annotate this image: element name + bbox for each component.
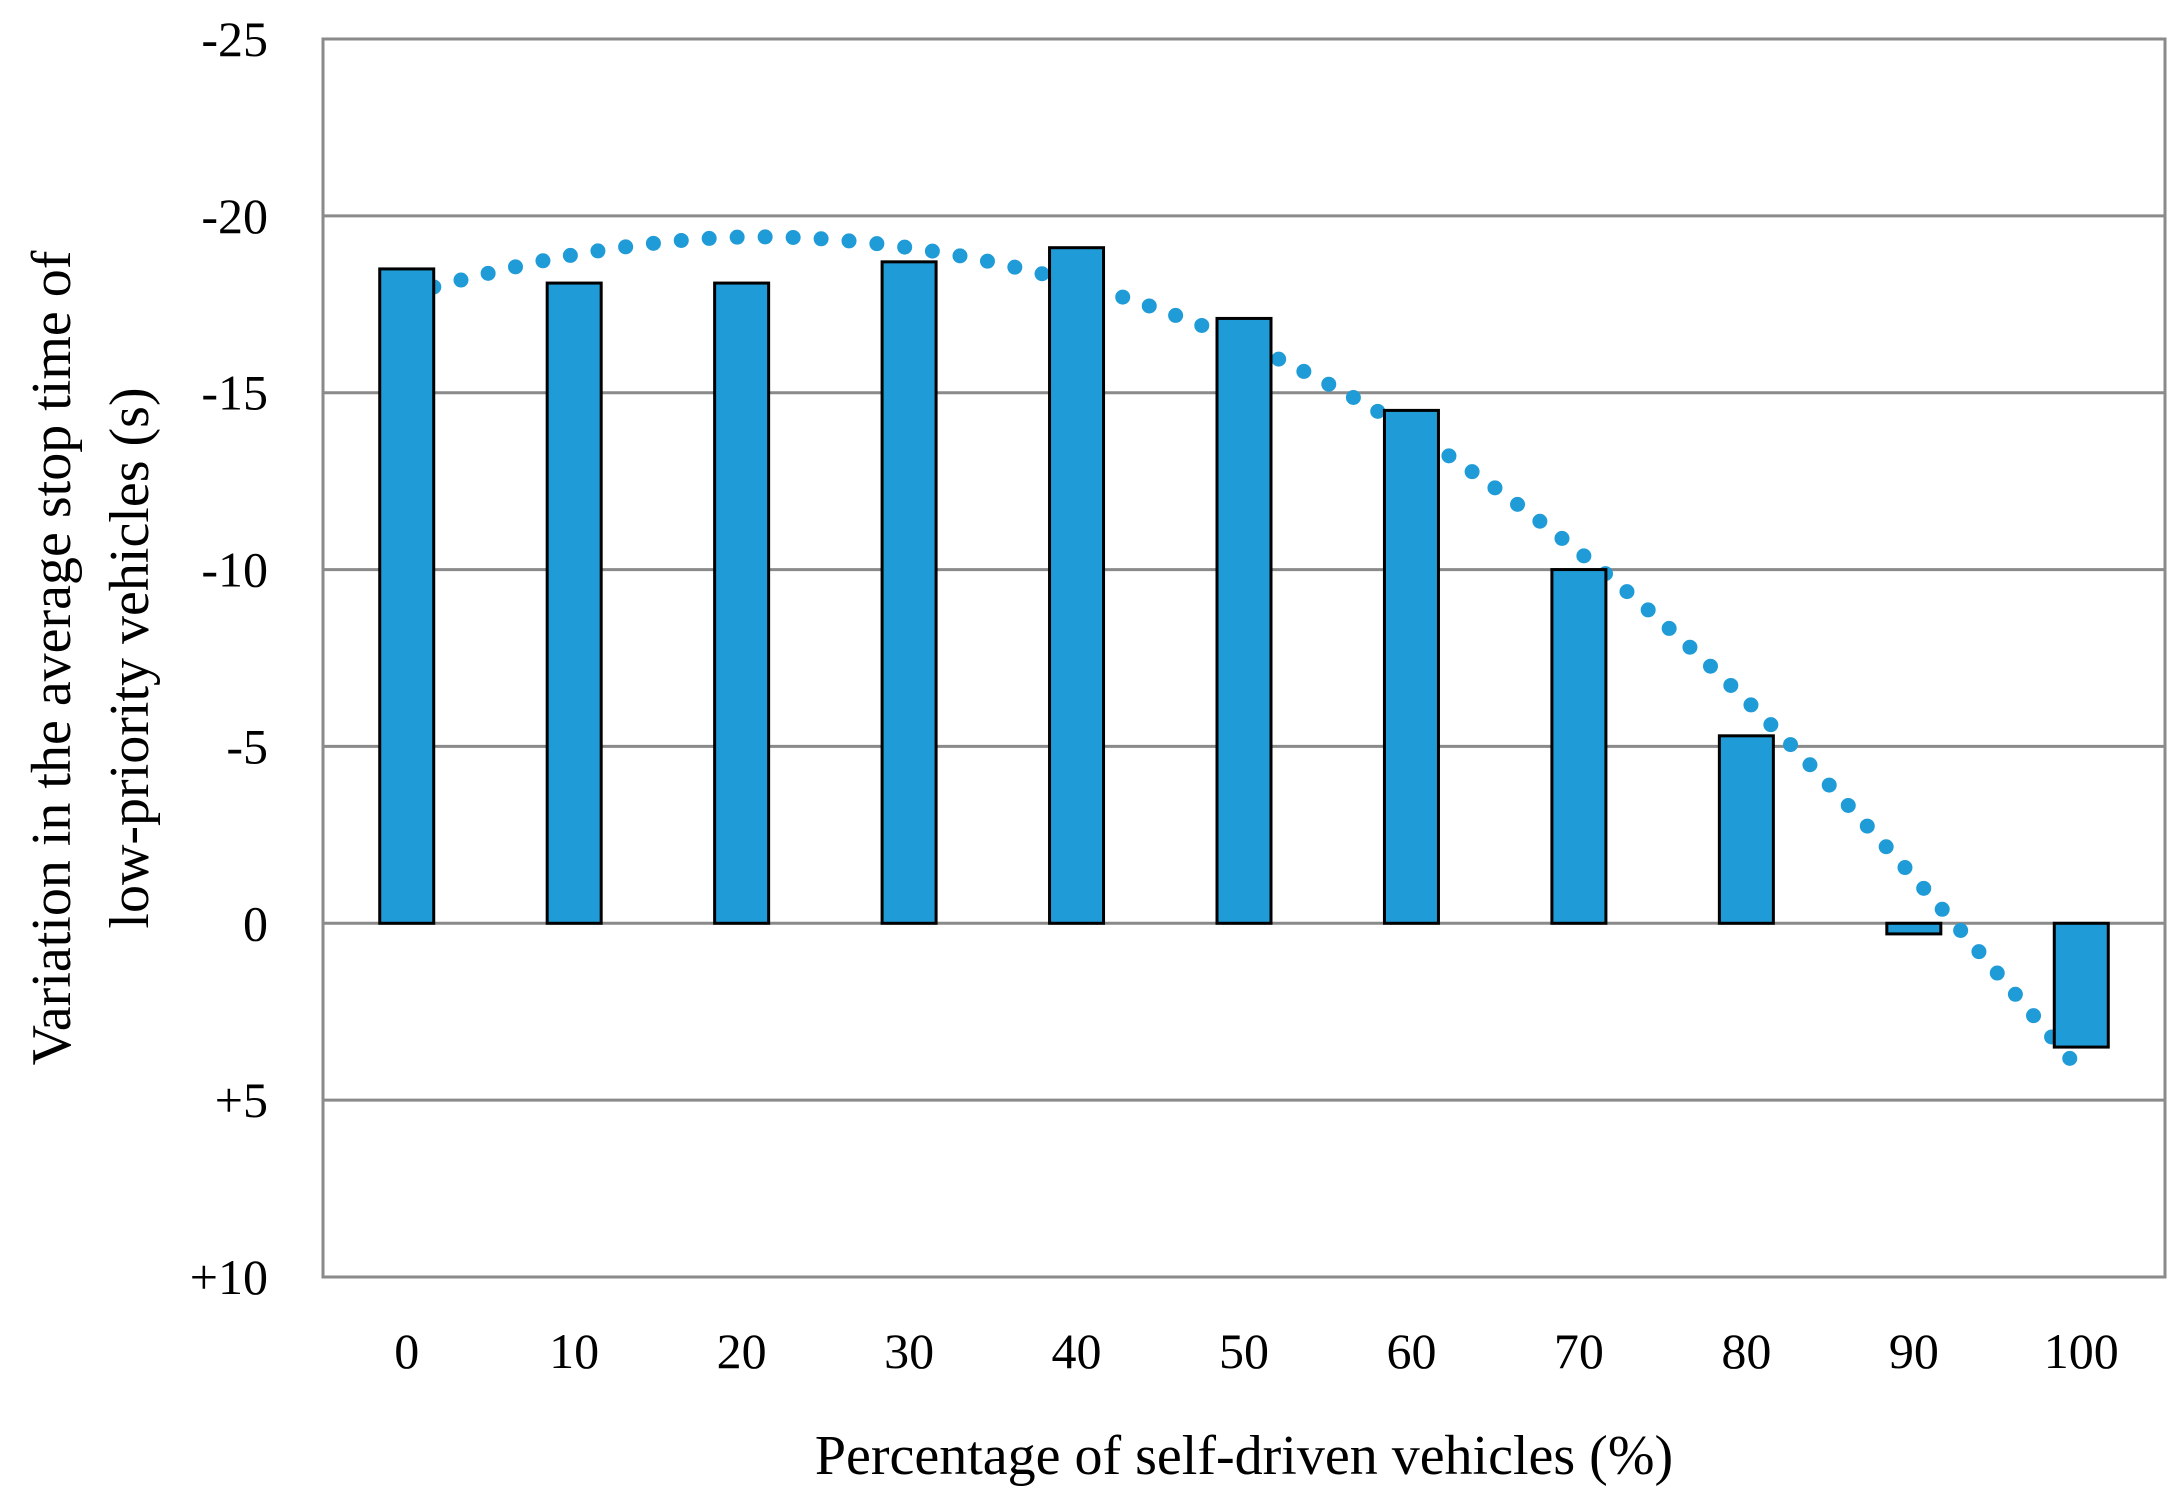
y-tick-label: +5	[215, 1072, 268, 1128]
y-tick-label: -20	[201, 188, 268, 244]
bar	[880, 260, 938, 925]
y-axis-title-line-2: low-priority vehicles (s)	[99, 387, 161, 928]
y-tick-label: -10	[201, 542, 268, 598]
y-axis-title: Variation in the average stop time of lo…	[21, 250, 161, 1065]
trendline	[399, 229, 2089, 1080]
x-tick-label: 70	[1554, 1323, 1604, 1379]
bar	[2052, 921, 2110, 1049]
x-tick-label: 80	[1721, 1323, 1771, 1379]
bar	[378, 267, 436, 925]
bar	[1717, 734, 1775, 925]
x-tick-label: 30	[884, 1323, 934, 1379]
x-axis-title: Percentage of self-driven vehicles (%)	[815, 1425, 1673, 1487]
bar	[1885, 921, 1943, 936]
y-axis-title-line-1: Variation in the average stop time of	[21, 250, 83, 1065]
y-tick-label: -25	[201, 11, 268, 67]
y-tick-label: +10	[190, 1249, 268, 1305]
bar	[545, 281, 603, 925]
y-tick-label: 0	[243, 895, 268, 951]
y-tick-label: -15	[201, 365, 268, 421]
x-tick-label: 10	[549, 1323, 599, 1379]
x-tick-label: 40	[1052, 1323, 1102, 1379]
y-tick-label: -5	[226, 718, 268, 774]
x-tick-label: 50	[1219, 1323, 1269, 1379]
plot-area	[321, 37, 2167, 1279]
bar	[713, 281, 771, 925]
bar	[1382, 408, 1440, 925]
bar	[1215, 316, 1273, 925]
x-tick-label: 20	[717, 1323, 767, 1379]
x-tick-label: 90	[1889, 1323, 1939, 1379]
y-axis-ticks: -25 -20 -15 -10 -5 0 +5 +10	[190, 11, 268, 1305]
trendline-dots	[399, 229, 2089, 1080]
x-axis-ticks: 0 10 20 30 40 50 60 70 80 90 100	[394, 1323, 2119, 1379]
bar	[1048, 246, 1106, 925]
bars	[378, 246, 2110, 1049]
bar	[1550, 568, 1608, 925]
x-tick-label: 0	[394, 1323, 419, 1379]
x-tick-label: 100	[2044, 1323, 2119, 1379]
x-tick-label: 60	[1386, 1323, 1436, 1379]
